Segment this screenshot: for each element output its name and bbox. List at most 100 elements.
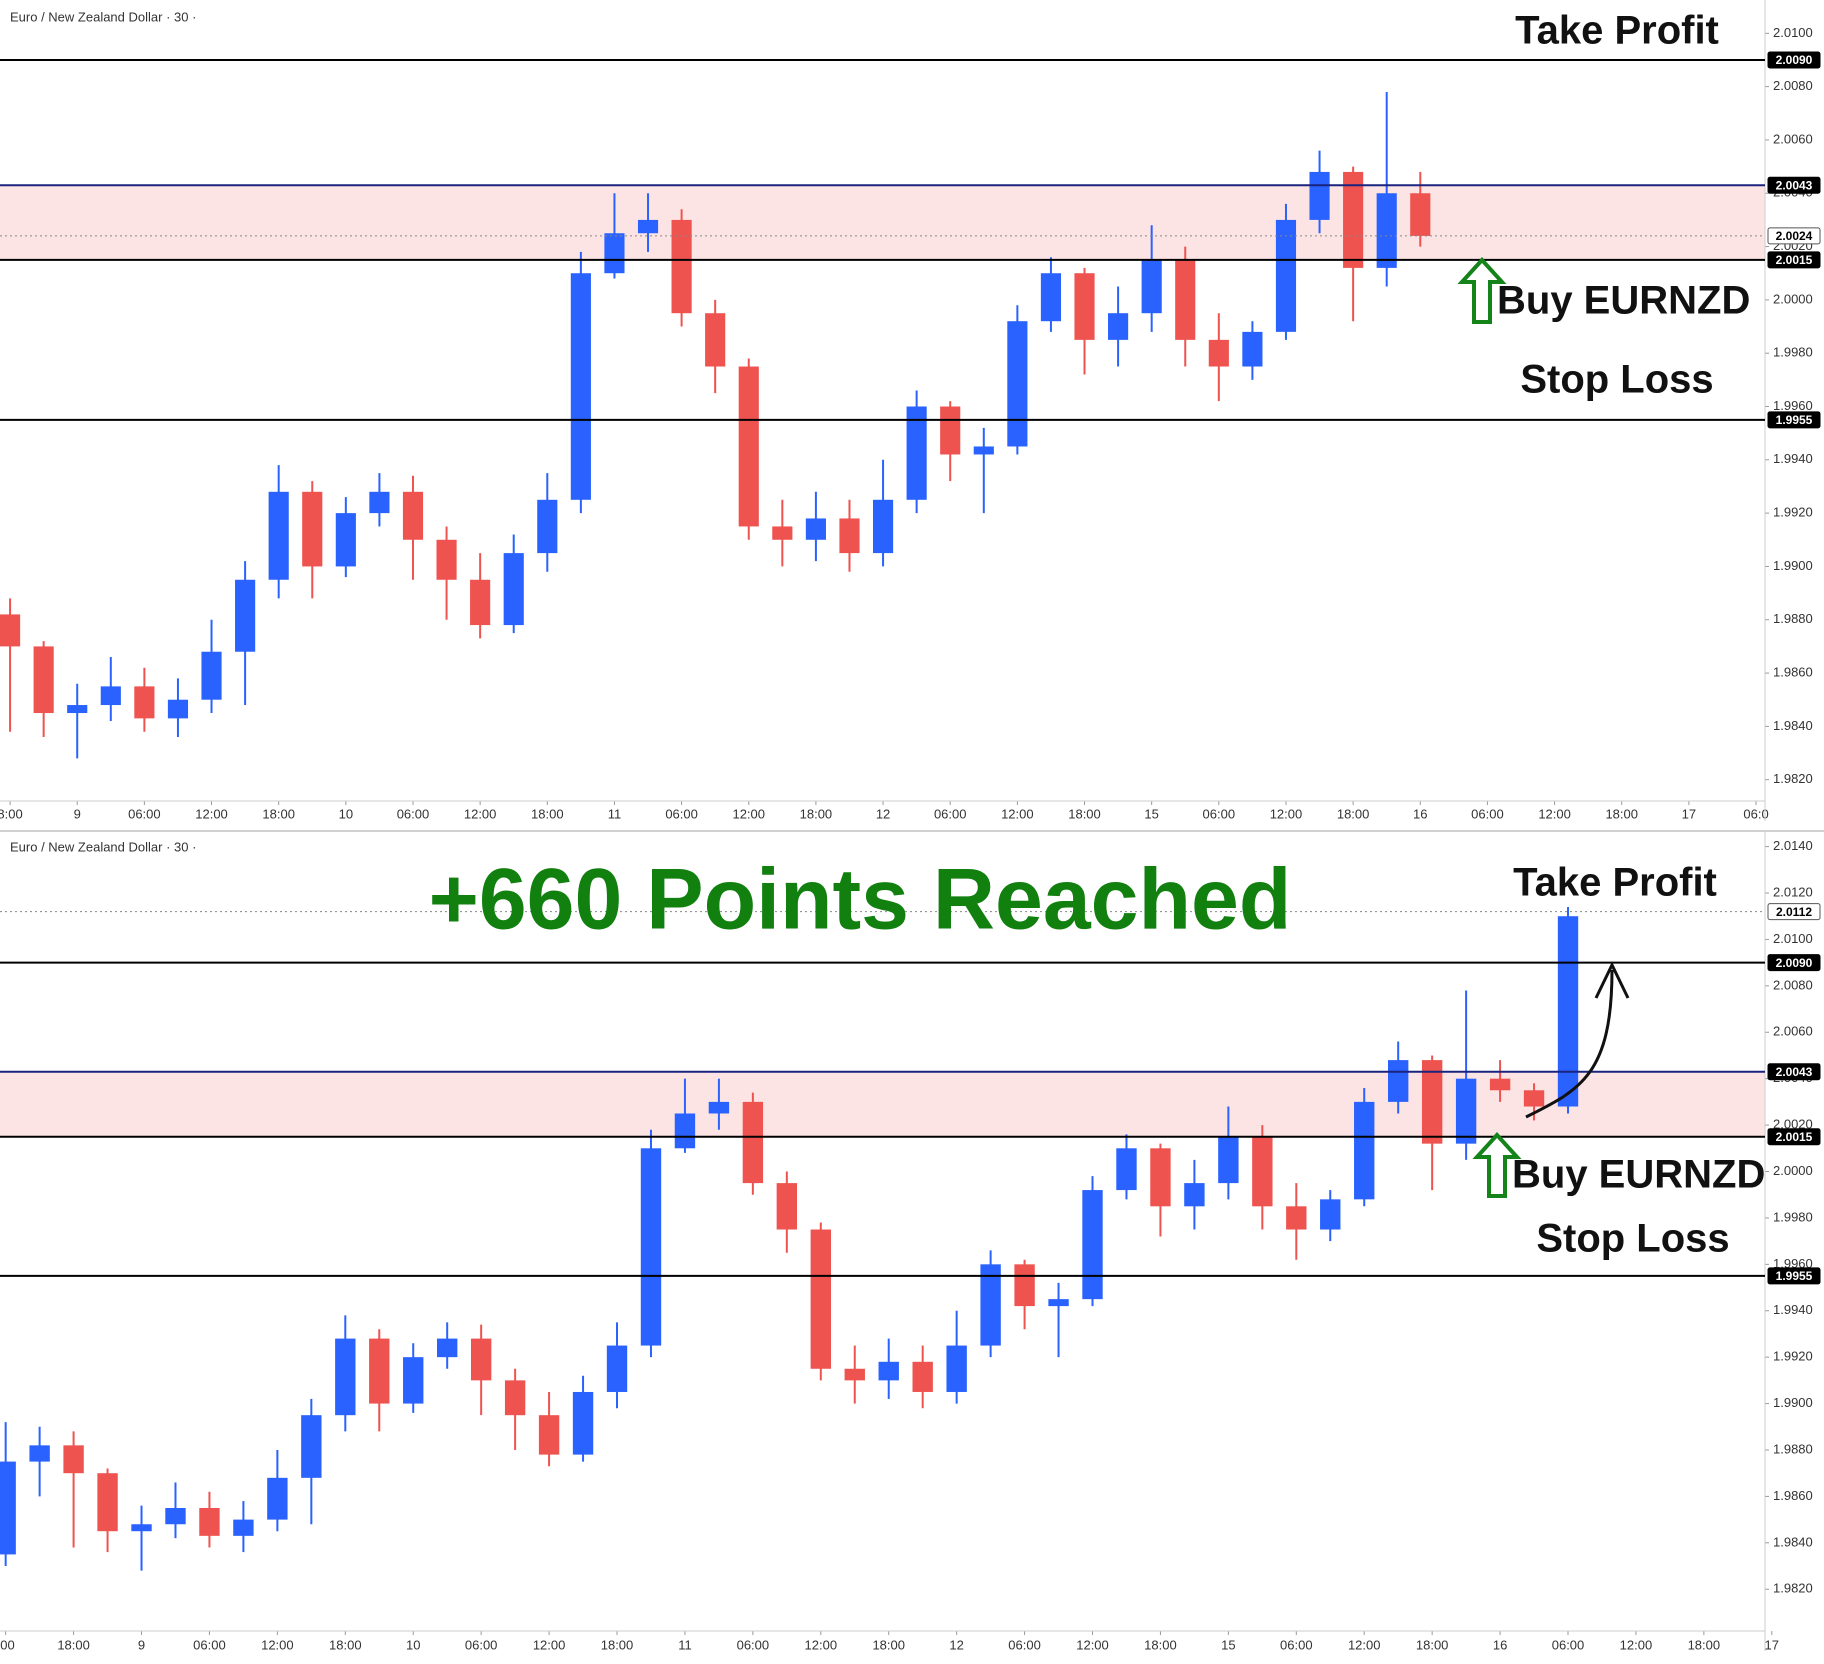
candle [335, 1315, 356, 1432]
candle-body [674, 1113, 696, 1149]
candle [1082, 1176, 1103, 1307]
level-label-box [1767, 1063, 1821, 1081]
candle-body [301, 1415, 322, 1478]
candle [335, 497, 356, 578]
price-panel: 2.01002.00802.00602.00402.00202.00001.99… [0, 0, 1821, 821]
zone [0, 185, 1765, 260]
candle-body [470, 1338, 492, 1381]
candle-body [1286, 1206, 1307, 1230]
x-tick-label: 18:00 [1068, 806, 1101, 821]
level-label-box [1767, 1128, 1821, 1146]
candle [570, 251, 591, 514]
candle [1242, 321, 1263, 380]
stop-loss-label: Stop Loss [1520, 358, 1713, 402]
x-tick-label: :00 [0, 1637, 15, 1652]
x-tick-label: 12 [949, 1637, 963, 1652]
candle [437, 1322, 458, 1369]
x-tick-label: 12:00 [261, 1637, 294, 1652]
candle [1489, 1060, 1511, 1102]
x-tick-label: 12:00 [1001, 806, 1034, 821]
x-tick-label: 06:00 [465, 1637, 498, 1652]
y-tick-label: 2.0060 [1773, 1024, 1813, 1039]
candle [1252, 1125, 1273, 1230]
x-tick-label: 06:00 [1203, 806, 1236, 821]
candle [772, 499, 793, 567]
candle-body [705, 313, 726, 367]
candle-body [1007, 321, 1028, 447]
candle-body [1208, 339, 1229, 367]
candle [1354, 1087, 1375, 1207]
y-tick-label: 1.9840 [1773, 718, 1813, 733]
x-tick-label: 9 [74, 806, 81, 821]
candle-body [1175, 259, 1196, 340]
candle [538, 1391, 560, 1467]
candle [1048, 1282, 1069, 1358]
take-profit-label: Take Profit [1513, 861, 1717, 905]
candle [606, 1322, 628, 1409]
candle-body [504, 1380, 526, 1416]
candle [1455, 990, 1477, 1160]
candle-body [199, 1508, 220, 1536]
y-tick-label: 1.9840 [1773, 1534, 1813, 1549]
candle-body [1557, 916, 1579, 1107]
x-tick-label: 18:00 [57, 1637, 90, 1652]
candle [1141, 225, 1162, 332]
candle-body [1116, 1148, 1137, 1191]
candle-body [470, 579, 491, 626]
candle [640, 1129, 662, 1358]
candle [912, 1345, 933, 1409]
candle-body [503, 553, 524, 626]
y-tick-label: 2.0080 [1773, 977, 1813, 992]
candle-body [1455, 1078, 1477, 1144]
candle [0, 1422, 16, 1567]
x-tick-label: 06:00 [934, 806, 967, 821]
level-label-box [1767, 411, 1821, 429]
x-tick-label: 15 [1144, 806, 1158, 821]
level-label: 1.9955 [1776, 413, 1813, 427]
level-label: 2.0015 [1776, 253, 1813, 267]
candle-body [1275, 219, 1297, 332]
candle-body [268, 491, 289, 580]
candle [1421, 1055, 1443, 1191]
x-tick-label: 18:00 [531, 806, 564, 821]
candle-body [912, 1361, 933, 1392]
y-tick-label: 1.9880 [1773, 611, 1813, 626]
take-profit-label: Take Profit [1515, 9, 1719, 53]
candle [844, 1345, 865, 1404]
candle-body [369, 1338, 390, 1404]
candle [63, 1431, 84, 1548]
level-label-box [1767, 51, 1821, 69]
y-tick-label: 1.9820 [1773, 1581, 1813, 1596]
candle-body [1387, 1060, 1409, 1102]
candle [776, 1171, 798, 1253]
candle-body [906, 406, 927, 500]
x-tick-label: 12:00 [1076, 1637, 1109, 1652]
candle [235, 561, 256, 706]
candle [165, 1482, 186, 1539]
level-label: 2.0043 [1776, 1065, 1813, 1079]
candle [97, 1468, 118, 1553]
y-tick-label: 1.9920 [1773, 1349, 1813, 1364]
candle-body [1074, 273, 1095, 340]
candle-body [335, 513, 356, 567]
candle-body [67, 705, 88, 714]
candle-body [946, 1345, 967, 1392]
price-panel: 2.01402.01202.01002.00802.00602.00402.00… [0, 832, 1821, 1652]
candle-body [302, 491, 323, 567]
y-tick-label: 2.0100 [1773, 25, 1813, 40]
y-tick-label: 1.9960 [1773, 1256, 1813, 1271]
candle-body [570, 273, 591, 500]
headline: +660 Points Reached [429, 852, 1292, 948]
candle-body [1523, 1090, 1545, 1107]
candle [167, 678, 189, 738]
candle [199, 1491, 220, 1548]
candle-body [606, 1345, 628, 1392]
candle [1150, 1143, 1171, 1237]
y-tick-label: 1.9820 [1773, 771, 1813, 786]
candle [810, 1222, 831, 1381]
candle-body [267, 1477, 288, 1520]
level-label: 1.9955 [1776, 1269, 1813, 1283]
level-label-box [1767, 954, 1821, 972]
candle-body [235, 579, 256, 652]
level-label: 2.0090 [1776, 53, 1813, 67]
